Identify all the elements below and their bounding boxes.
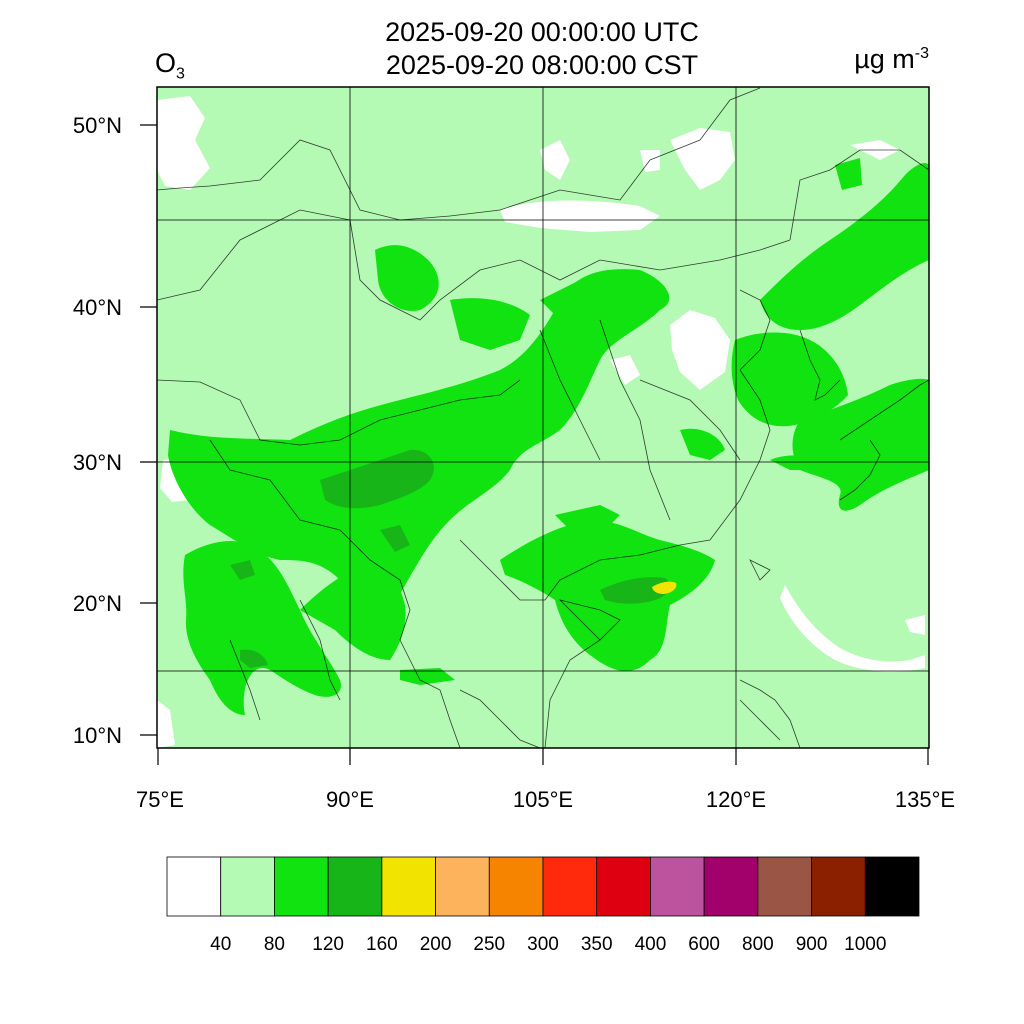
lon-label-90: 90°E [326,787,374,812]
colorbar-label-3: 160 [366,934,398,955]
colorbar-label-8: 400 [635,934,667,955]
lon-label-120: 120°E [706,787,766,812]
variable-subscript: 3 [176,65,185,83]
field-120-160 [230,449,671,668]
colorbar-box-3 [327,856,383,917]
title-cst: 2025-09-20 08:00:00 CST [385,50,699,80]
variable-label: O3 [155,48,185,83]
colorbar-labels: 40 80 120 160 200 250 300 350 400 600 800 900 1000 [210,934,886,955]
lat-ticks [140,124,157,736]
colorbar-label-1: 80 [264,934,285,955]
lon-label-105: 105°E [513,787,573,812]
colorbar-box-13 [864,856,920,917]
lon-label-75: 75°E [136,787,184,812]
lat-label-50: 50°N [73,113,122,138]
lat-label-20: 20°N [73,591,122,616]
colorbar-label-12: 1000 [844,934,886,955]
colorbar-box-0 [166,856,222,917]
lon-tick-labels: 75°E 90°E 105°E 120°E 135°E [136,787,955,812]
units-label: µg m-3 [854,44,929,75]
lat-tick-labels: 50°N 40°N 30°N 20°N 10°N [73,113,122,748]
colorbar-label-5: 250 [473,934,505,955]
colorbar-label-4: 200 [420,934,452,955]
colorbar [166,856,920,917]
lon-ticks [157,748,929,765]
colorbar-label-11: 900 [796,934,828,955]
lon-label-135: 135°E [895,787,955,812]
colorbar-label-0: 40 [210,934,231,955]
colorbar-box-2 [274,856,329,917]
colorbar-box-12 [811,856,866,917]
colorbar-label-10: 800 [742,934,774,955]
colorbar-label-2: 120 [312,934,344,955]
colorbar-box-4 [381,856,436,917]
colorbar-box-9 [650,856,705,917]
colorbar-label-7: 350 [581,934,613,955]
colorbar-box-8 [596,856,651,917]
units-text: µg m [854,44,915,74]
lat-label-30: 30°N [73,450,122,475]
graticule [157,87,929,748]
lat-label-40: 40°N [73,295,122,320]
colorbar-box-6 [488,856,544,917]
map-plot-area [157,87,929,748]
colorbar-box-10 [703,856,759,917]
colorbar-box-1 [220,856,275,917]
colorbar-box-11 [757,856,812,917]
field-160-200 [652,581,677,594]
colorbar-label-6: 300 [527,934,559,955]
lat-label-10: 10°N [73,723,122,748]
colorbar-box-5 [435,856,490,917]
colorbar-box-7 [542,856,598,917]
units-superscript: -3 [914,45,929,62]
colorbar-label-9: 600 [688,934,720,955]
boundaries [157,87,929,748]
title-utc: 2025-09-20 00:00:00 UTC [385,17,699,47]
variable-name: O [155,48,177,78]
